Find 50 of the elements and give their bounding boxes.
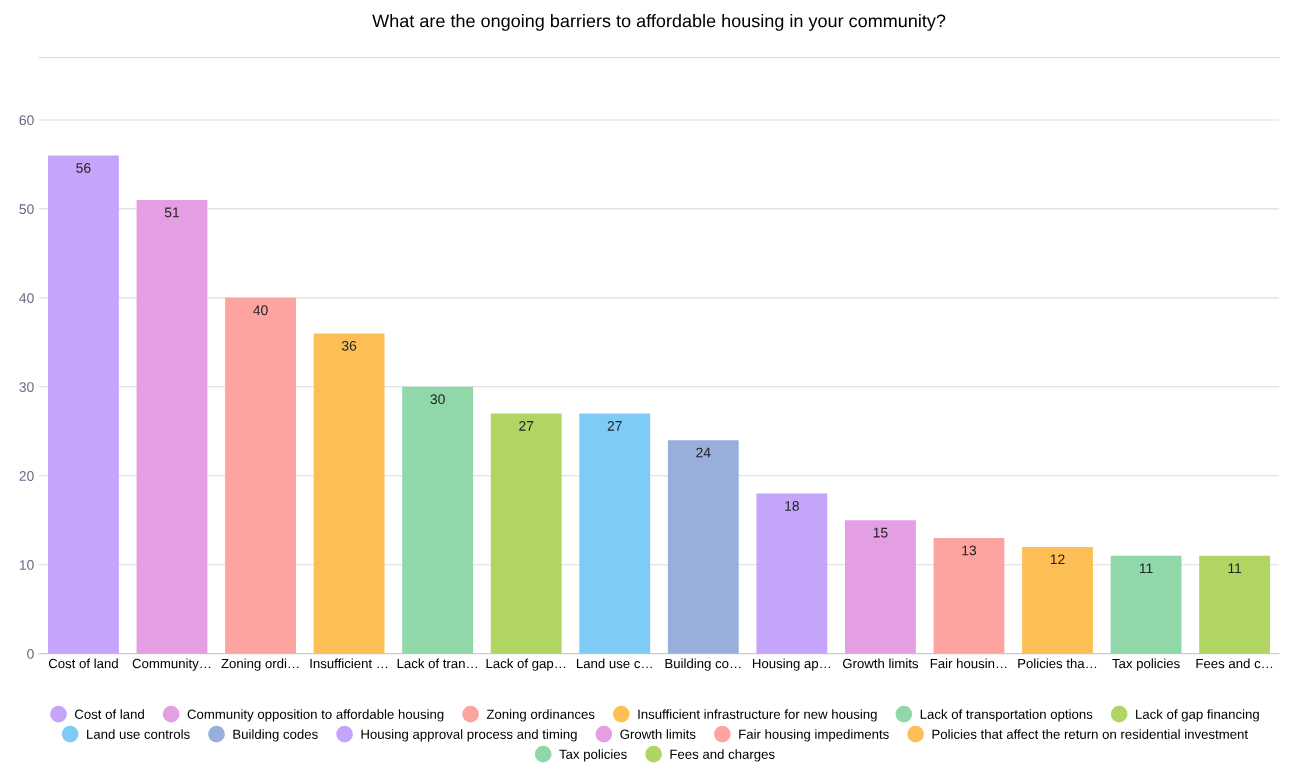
- data-label: 12: [1050, 554, 1065, 565]
- legend-label: Tax policies: [559, 749, 627, 762]
- legend-label: Insufficient infrastructure for new housing: [638, 709, 877, 722]
- y-tick-label: 40: [19, 293, 34, 304]
- y-tick-label: 60: [19, 115, 34, 126]
- data-label: 36: [341, 340, 357, 351]
- x-tick-label: Insufficient …: [310, 658, 388, 669]
- legend-label: Building codes: [233, 729, 318, 742]
- legend-label: Housing approval process and timing: [361, 729, 577, 742]
- legend-label: Policies that affect the return on residential investment: [932, 729, 1248, 739]
- y-tick-label: 20: [19, 471, 34, 481]
- x-tick-label: Building co…: [665, 658, 741, 671]
- x-tick-label: Housing ap…: [752, 658, 831, 671]
- x-tick-label: Lack of gap…: [486, 658, 566, 671]
- data-label: 27: [519, 420, 534, 431]
- data-label: 15: [873, 527, 888, 538]
- x-tick-label: Tax policies: [1112, 658, 1180, 671]
- data-label: 18: [785, 501, 799, 511]
- data-label: 51: [164, 207, 180, 218]
- legend-label: Zoning ordinances: [486, 709, 595, 722]
- legend-label: Community opposition to affordable housing: [187, 709, 444, 722]
- legend-label: Lack of gap financing: [1136, 709, 1259, 722]
- x-tick-label: Zoning ordi…: [221, 658, 299, 671]
- y-tick-label: 0: [27, 648, 34, 659]
- data-label: 40: [253, 305, 268, 316]
- x-tick-label: Lack of tran…: [397, 658, 477, 669]
- x-tick-label: Policies tha…: [1018, 658, 1097, 669]
- x-tick-label: Fees and c…: [1196, 658, 1273, 669]
- data-label: 56: [76, 163, 91, 173]
- data-label: 27: [607, 420, 622, 431]
- x-tick-label: Fair housin…: [930, 658, 1007, 669]
- y-tick-label: 30: [19, 382, 34, 392]
- x-tick-label: Growth limits: [842, 658, 919, 669]
- y-tick-label: 50: [19, 204, 34, 215]
- chart-title: What are the ongoing barriers to affordable housing in your community?: [372, 14, 946, 31]
- data-label: 11: [1139, 563, 1153, 573]
- legend-label: Growth limits: [620, 729, 696, 739]
- legend-label: Lack of transportation options: [920, 709, 1093, 722]
- x-tick-label: Land use c…: [576, 658, 652, 669]
- legend-label: Land use controls: [87, 729, 190, 739]
- legend-label: Cost of land: [75, 709, 144, 719]
- x-tick-label: Community…: [132, 658, 211, 671]
- data-label: 13: [962, 545, 977, 556]
- legend-label: Fees and charges: [670, 749, 775, 762]
- data-label: 30: [430, 394, 445, 405]
- legend-label: Fair housing impediments: [739, 729, 889, 742]
- y-tick-label: 10: [19, 560, 34, 570]
- data-label: 11: [1228, 563, 1242, 573]
- data-label: 24: [696, 447, 711, 458]
- x-tick-label: Cost of land: [48, 658, 118, 669]
